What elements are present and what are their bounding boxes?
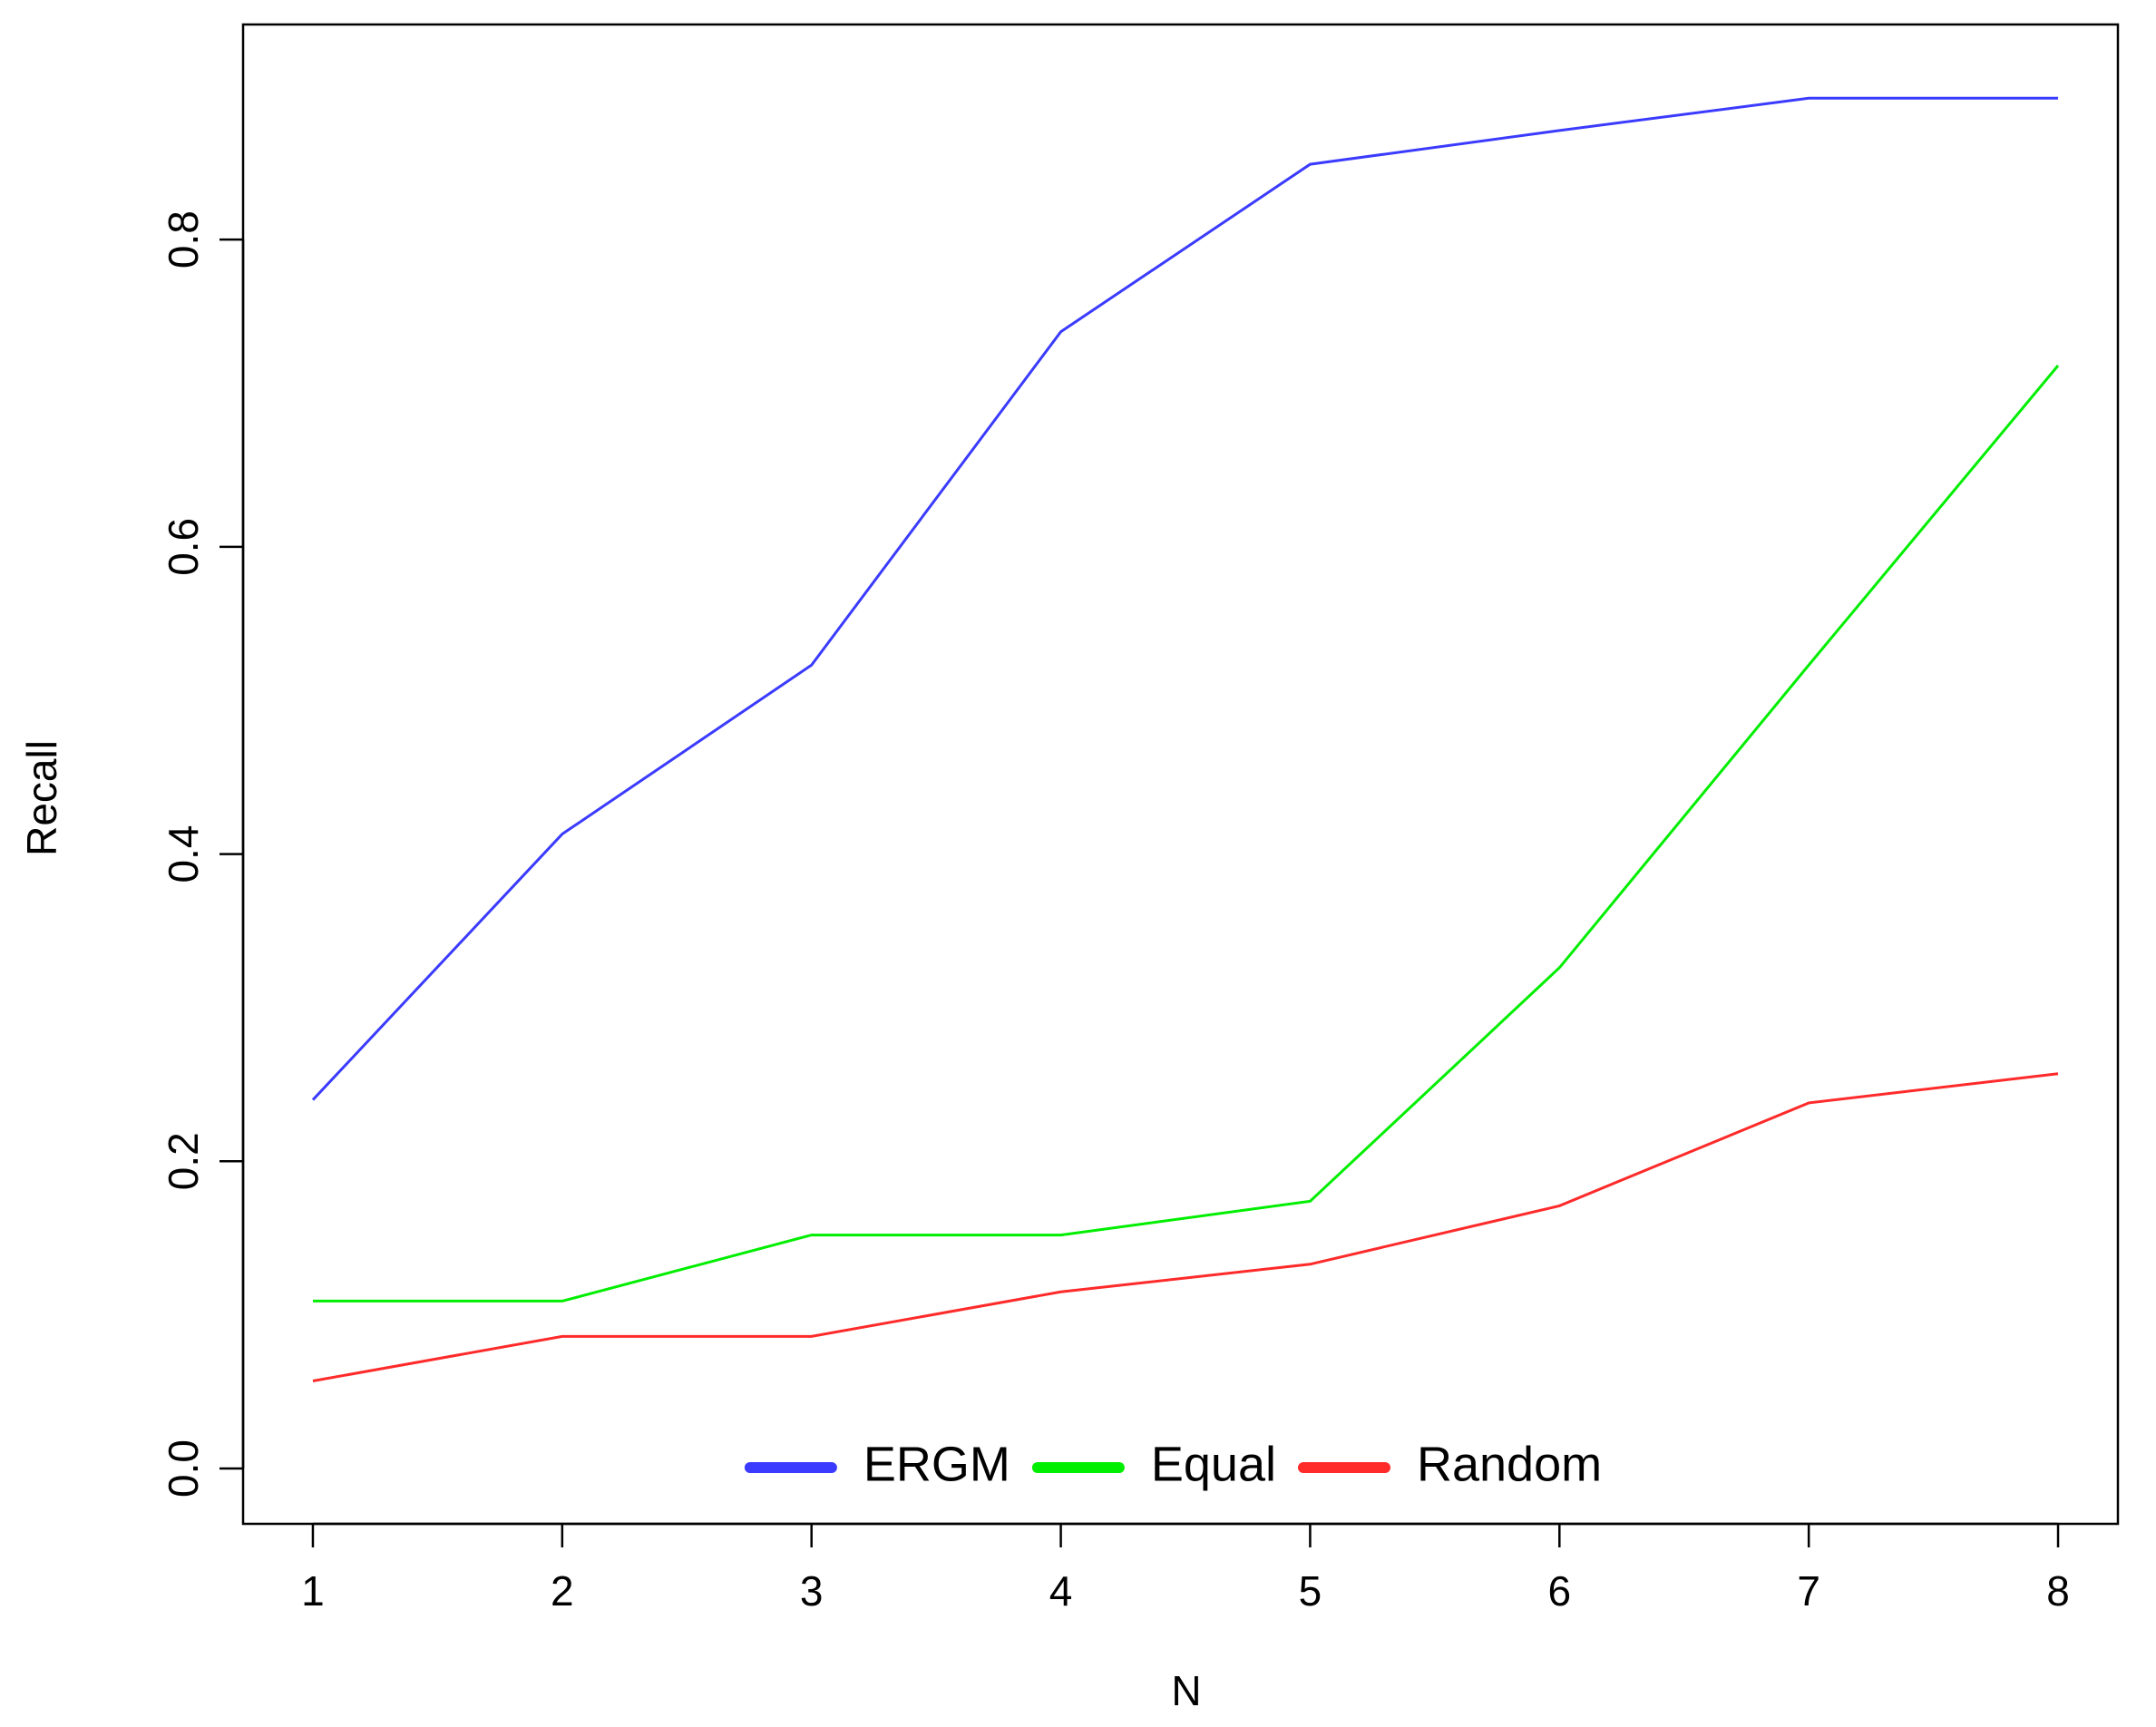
series-line bbox=[311, 96, 2059, 1101]
legend-label: Equal bbox=[1151, 1437, 1276, 1491]
x-tick-label: 3 bbox=[800, 1567, 824, 1615]
y-tick-label: 0.4 bbox=[160, 825, 207, 883]
series-line bbox=[312, 1072, 2059, 1382]
y-tick-label: 0.2 bbox=[160, 1132, 207, 1190]
y-tick-label: 0.8 bbox=[160, 210, 207, 268]
x-tick-label: 2 bbox=[551, 1567, 574, 1615]
y-tick-label: 0.0 bbox=[160, 1439, 207, 1498]
x-tick-label: 1 bbox=[301, 1567, 325, 1615]
x-tick-label: 7 bbox=[1797, 1567, 1820, 1615]
legend-label: ERGM bbox=[863, 1437, 1010, 1491]
legend-label: Random bbox=[1417, 1437, 1602, 1491]
y-axis-title: Recall bbox=[18, 740, 65, 856]
plot-box bbox=[241, 23, 2120, 1526]
y-tick-label: 0.6 bbox=[160, 518, 207, 576]
x-tick-label: 5 bbox=[1299, 1567, 1322, 1615]
series-line bbox=[312, 365, 2060, 1303]
x-tick-label: 8 bbox=[2046, 1567, 2070, 1615]
x-tick-label: 6 bbox=[1548, 1567, 1572, 1615]
x-axis-title: N bbox=[1171, 1667, 1201, 1714]
x-tick-label: 4 bbox=[1049, 1567, 1073, 1615]
